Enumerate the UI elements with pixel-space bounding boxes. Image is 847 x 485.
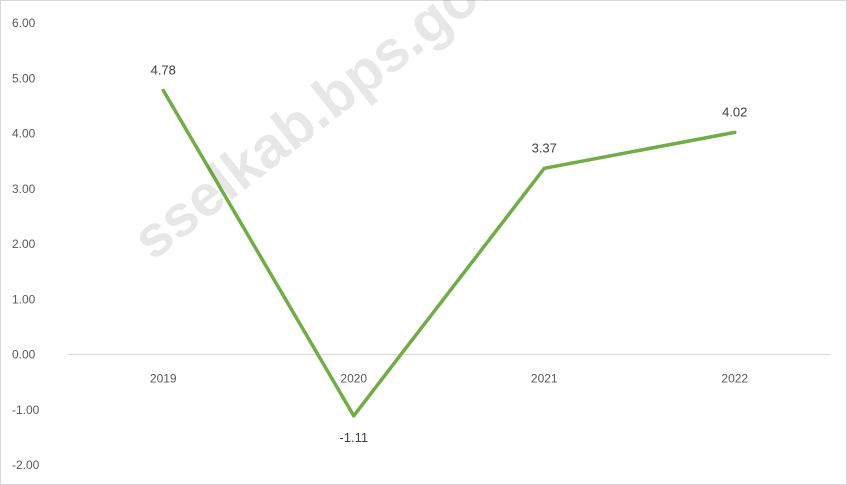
y-tick-label: 0.00 <box>12 348 36 362</box>
data-point <box>161 88 165 92</box>
data-point <box>542 166 546 170</box>
x-tick-label: 2019 <box>150 372 177 386</box>
data-label: 4.02 <box>722 104 747 119</box>
data-label: -1.11 <box>339 430 368 445</box>
data-label: 3.37 <box>532 140 557 155</box>
x-tick-label: 2022 <box>721 372 748 386</box>
data-point <box>352 414 356 418</box>
y-tick-label: 4.00 <box>12 127 36 141</box>
y-tick-label: 2.00 <box>12 237 36 251</box>
y-tick-label: 3.00 <box>12 182 36 196</box>
y-tick-label: -2.00 <box>12 458 40 472</box>
y-tick-label: 6.00 <box>12 16 36 30</box>
x-tick-label: 2020 <box>340 372 367 386</box>
x-tick-label: 2021 <box>531 372 558 386</box>
y-tick-label: 5.00 <box>12 71 36 85</box>
data-label: 4.78 <box>151 62 176 77</box>
series-line <box>161 88 737 418</box>
y-tick-label: -1.00 <box>12 403 40 417</box>
y-tick-label: 1.00 <box>12 292 36 306</box>
data-point <box>733 130 737 134</box>
